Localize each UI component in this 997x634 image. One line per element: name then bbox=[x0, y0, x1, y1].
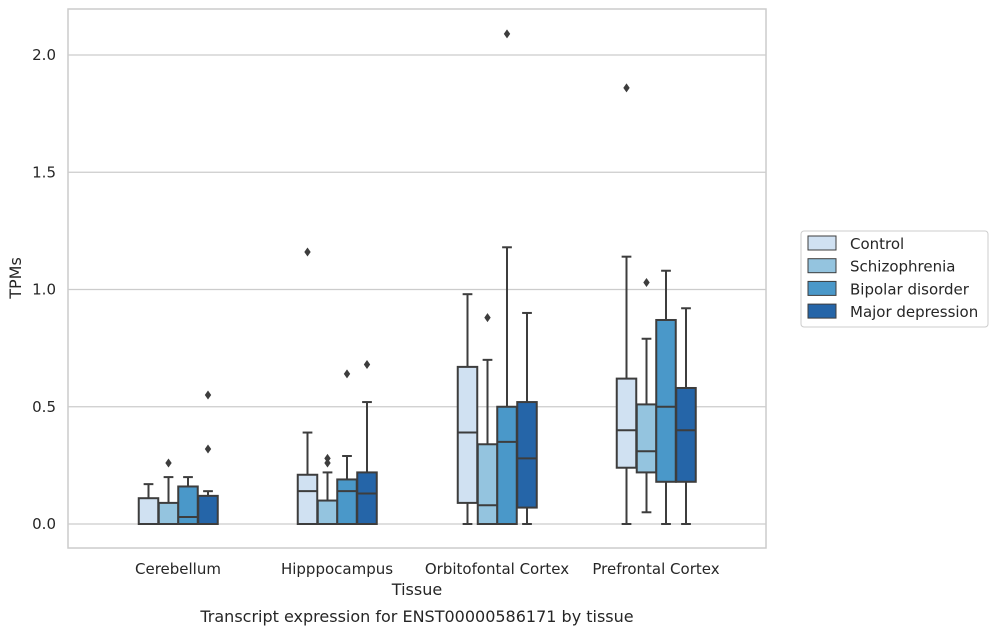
legend-entry-label: Bipolar disorder bbox=[850, 280, 970, 298]
legend: Control Schizophrenia Bipolar disorder Majo… bbox=[800, 230, 989, 328]
box bbox=[456, 365, 479, 504]
outlier-marker bbox=[343, 369, 351, 379]
box bbox=[157, 501, 180, 525]
box bbox=[137, 497, 160, 525]
box bbox=[496, 405, 518, 525]
x-tick-label: Orbitofontal Cortex bbox=[425, 560, 569, 578]
box bbox=[177, 485, 199, 526]
outlier-marker bbox=[324, 453, 331, 463]
legend-frame bbox=[800, 230, 989, 328]
outlier-marker bbox=[204, 390, 212, 400]
y-axis-label: TPMs bbox=[6, 257, 25, 300]
legend-entry-label: Control bbox=[850, 235, 904, 253]
chart-caption: Transcript expression for ENST0000058617… bbox=[199, 607, 633, 626]
outlier-marker bbox=[484, 313, 491, 323]
box bbox=[675, 386, 697, 483]
outlier-marker bbox=[324, 458, 331, 468]
x-tick-label: Prefrontal Cortex bbox=[592, 560, 719, 578]
legend-swatch bbox=[807, 280, 837, 296]
box bbox=[197, 494, 219, 525]
legend-entry-label: Major depression bbox=[850, 303, 978, 321]
y-tick-label: 1.5 bbox=[32, 163, 56, 181]
x-axis-ticks: Cerebellum Hipppocampus Orbitofontal Corte… bbox=[135, 560, 720, 578]
box bbox=[655, 318, 677, 483]
series-schizophrenia bbox=[157, 277, 658, 525]
legend-entry-label: Schizophrenia bbox=[850, 258, 955, 276]
x-axis-label: Tissue bbox=[391, 580, 442, 599]
outlier-marker bbox=[643, 277, 650, 287]
box bbox=[516, 401, 538, 509]
box bbox=[336, 478, 358, 526]
box bbox=[615, 377, 638, 469]
legend-swatch bbox=[807, 303, 837, 319]
outlier-marker bbox=[623, 83, 630, 93]
box bbox=[356, 471, 378, 526]
series-bipolar-disorder bbox=[177, 29, 677, 526]
box-series bbox=[137, 29, 697, 526]
x-tick-label: Cerebellum bbox=[135, 560, 221, 578]
box bbox=[316, 499, 339, 525]
legend-swatch bbox=[807, 258, 837, 274]
y-axis-ticks: 0.0 0.5 1.0 1.5 2.0 bbox=[32, 46, 56, 533]
y-tick-label: 0.0 bbox=[32, 515, 56, 533]
plot-frame bbox=[67, 8, 767, 549]
series-major-depression bbox=[197, 307, 697, 526]
y-tick-label: 2.0 bbox=[32, 46, 56, 64]
box bbox=[635, 403, 658, 474]
outlier-marker bbox=[363, 360, 371, 370]
outlier-marker bbox=[165, 458, 172, 468]
y-tick-label: 1.0 bbox=[32, 281, 56, 299]
outlier-marker bbox=[503, 29, 511, 39]
y-tick-label: 0.5 bbox=[32, 398, 56, 416]
box bbox=[296, 473, 319, 526]
x-tick-label: Hipppocampus bbox=[281, 560, 393, 578]
series-control bbox=[137, 83, 638, 526]
outlier-marker bbox=[304, 247, 311, 257]
legend-swatch bbox=[807, 235, 837, 251]
box bbox=[476, 443, 499, 525]
outlier-marker bbox=[204, 444, 212, 454]
